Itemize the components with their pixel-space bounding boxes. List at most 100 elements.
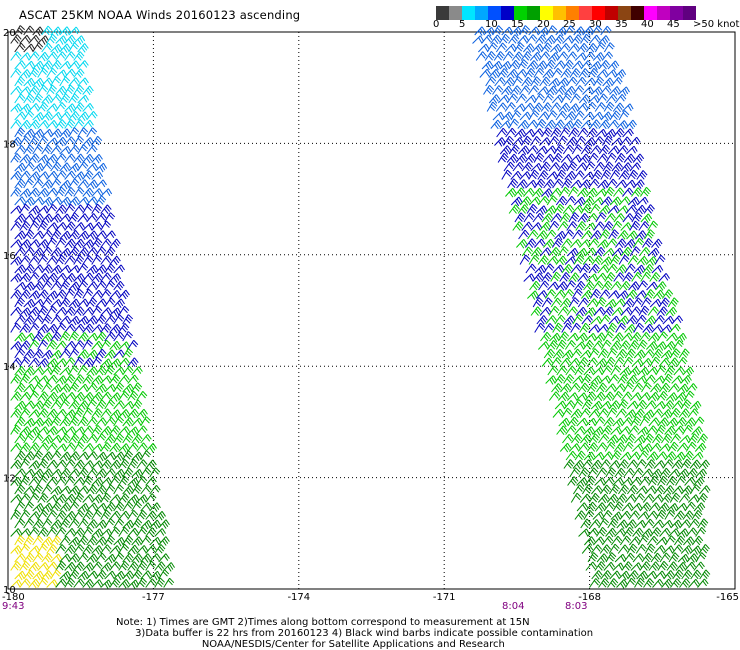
wind-barb xyxy=(566,136,578,147)
wind-barb xyxy=(163,577,175,588)
wind-barb xyxy=(614,69,627,79)
wind-barb xyxy=(136,545,148,554)
wind-barb xyxy=(557,246,569,257)
wind-barb xyxy=(615,348,628,359)
wind-barb xyxy=(575,306,588,317)
wind-barb xyxy=(657,502,670,512)
wind-barb xyxy=(673,366,686,376)
wind-barb xyxy=(607,578,619,588)
wind-barb xyxy=(55,443,68,452)
wind-barb xyxy=(64,323,76,333)
wind-barb xyxy=(586,128,598,138)
wind-barb xyxy=(501,111,514,122)
wind-barb xyxy=(588,324,601,333)
wind-barb xyxy=(497,94,510,104)
wind-barb xyxy=(32,196,44,206)
wind-barb xyxy=(646,451,659,461)
wind-barb xyxy=(91,528,104,538)
wind-barb xyxy=(14,230,26,241)
wind-barb xyxy=(91,391,103,402)
wind-barb xyxy=(37,205,50,214)
wind-barb xyxy=(607,60,620,71)
wind-barb xyxy=(64,221,76,231)
wind-barb xyxy=(611,137,623,146)
wind-barb xyxy=(628,510,640,520)
wind-barb xyxy=(37,493,49,503)
wind-barb xyxy=(50,247,62,257)
wind-barb xyxy=(628,536,641,546)
wind-barb xyxy=(633,264,646,275)
wind-barb xyxy=(663,340,676,351)
wind-barb xyxy=(553,289,566,299)
wind-barb xyxy=(64,391,76,401)
wind-barb xyxy=(675,561,688,572)
wind-barb xyxy=(699,485,711,495)
wind-barb xyxy=(608,543,620,554)
wind-barb xyxy=(667,441,679,452)
wind-barb xyxy=(584,536,596,546)
wind-barb xyxy=(607,205,620,214)
wind-barb xyxy=(519,254,531,265)
wind-barb xyxy=(645,341,658,351)
wind-barb xyxy=(140,553,152,563)
wind-barb xyxy=(519,111,532,121)
wind-barb xyxy=(73,340,85,350)
wind-barb xyxy=(46,391,58,402)
wind-barb xyxy=(529,280,541,291)
wind-barb xyxy=(154,510,166,521)
wind-barb xyxy=(59,399,71,410)
wind-barb xyxy=(553,203,565,214)
wind-barb xyxy=(122,383,135,394)
wind-barb xyxy=(608,229,620,240)
wind-barb xyxy=(28,460,41,470)
wind-barb xyxy=(494,77,506,87)
wind-barb xyxy=(566,247,579,258)
wind-barb xyxy=(131,382,143,393)
wind-barb xyxy=(514,187,526,197)
wind-barb xyxy=(41,94,53,104)
wind-barb xyxy=(595,272,607,282)
wind-barb xyxy=(618,254,630,265)
wind-barb xyxy=(624,493,637,503)
wind-barb xyxy=(73,187,85,197)
wind-barb xyxy=(145,527,157,537)
wind-barb xyxy=(100,528,113,537)
wind-barb xyxy=(55,254,67,265)
wind-barb xyxy=(635,290,647,299)
wind-barb xyxy=(55,493,67,504)
wind-barb xyxy=(550,297,562,308)
wind-barb xyxy=(604,271,616,282)
wind-barb xyxy=(601,451,614,461)
wind-barb xyxy=(605,383,617,393)
wind-barb xyxy=(23,25,35,36)
wind-barb xyxy=(55,459,67,469)
wind-barb xyxy=(548,220,560,231)
wind-barb xyxy=(64,374,76,384)
wind-barb xyxy=(136,494,149,504)
wind-barb xyxy=(86,297,98,308)
wind-barb xyxy=(55,237,67,248)
wind-barb xyxy=(519,171,532,180)
wind-barb xyxy=(664,509,676,520)
wind-barb xyxy=(546,85,558,96)
wind-barb xyxy=(546,340,559,350)
wind-barb xyxy=(82,357,94,368)
wind-barb xyxy=(28,442,40,452)
wind-barb xyxy=(529,51,542,62)
wind-barb xyxy=(624,409,637,419)
wind-barb xyxy=(575,162,588,172)
wind-barb xyxy=(622,272,634,282)
wind-barb xyxy=(520,51,532,61)
wind-barb xyxy=(682,450,694,461)
wind-barb xyxy=(55,204,67,214)
wind-barb xyxy=(559,298,572,308)
legend-swatch xyxy=(514,6,527,20)
wind-barb xyxy=(614,467,626,478)
wind-barb xyxy=(573,341,586,350)
wind-barb xyxy=(118,390,130,401)
wind-barb xyxy=(625,289,638,300)
wind-barb xyxy=(677,468,690,479)
wind-barb xyxy=(563,374,575,384)
wind-barb xyxy=(693,502,706,512)
wind-barb xyxy=(14,76,26,87)
